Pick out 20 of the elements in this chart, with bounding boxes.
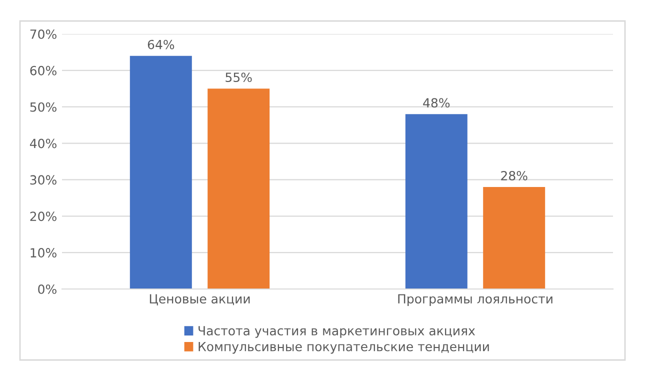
bar — [405, 114, 468, 289]
legend-label: Частота участия в маркетинговых акциях — [198, 326, 476, 338]
data-label: 64% — [148, 40, 174, 50]
x-tick-label: Ценовые акции — [150, 294, 250, 306]
y-tick-label: 50% — [30, 102, 56, 112]
y-tick-label: 0% — [38, 284, 56, 294]
y-tick-label: 40% — [30, 138, 56, 148]
data-label: 48% — [423, 98, 450, 108]
bar — [483, 187, 546, 289]
y-tick-label: 30% — [30, 175, 56, 185]
y-tick-label: 10% — [30, 248, 56, 258]
y-tick-label: 20% — [30, 212, 56, 222]
data-label: 28% — [501, 170, 528, 180]
legend-label: Компульсивные покупательские тенденции — [198, 342, 489, 354]
y-tick-label: 70% — [30, 29, 56, 39]
bar — [208, 88, 270, 289]
y-tick-label: 60% — [30, 66, 56, 76]
data-label: 55% — [226, 72, 252, 82]
bar — [130, 56, 192, 289]
x-tick-label: Программы лояльности — [398, 294, 552, 306]
